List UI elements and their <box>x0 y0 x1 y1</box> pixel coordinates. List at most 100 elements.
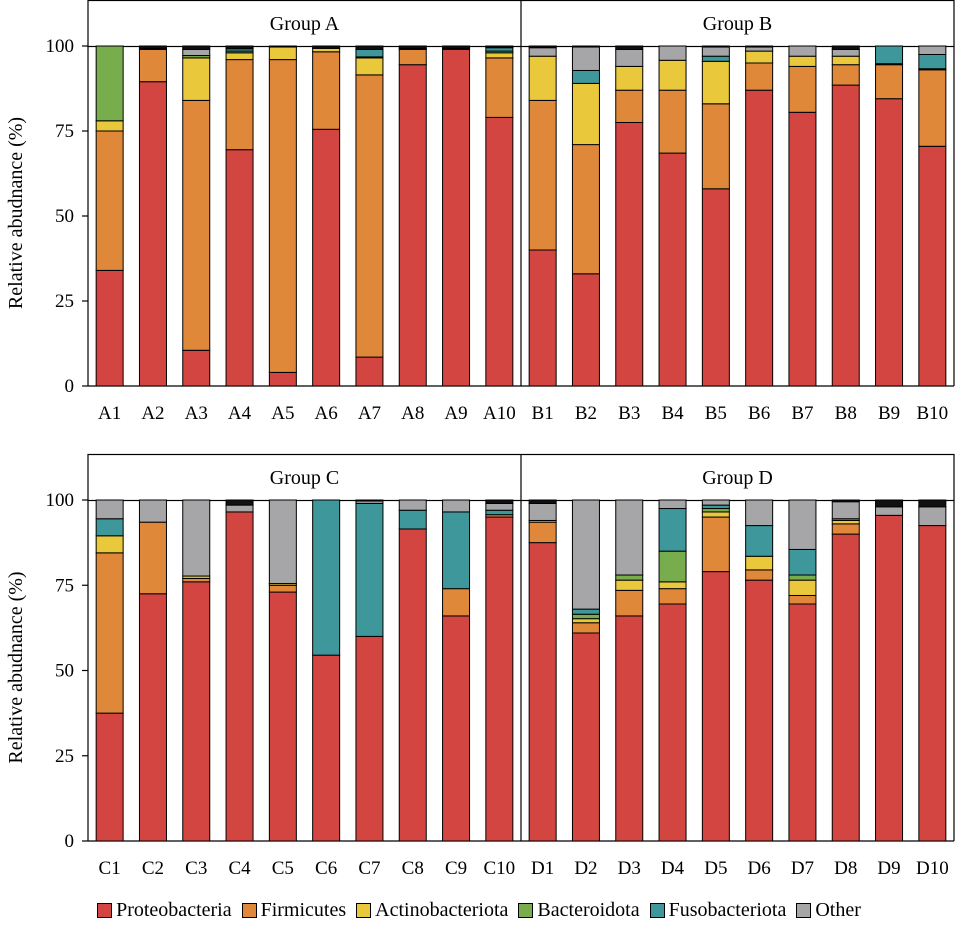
bar-segment <box>745 50 774 64</box>
bar-segment <box>138 499 167 523</box>
bar-segment <box>442 48 471 387</box>
legend-item: Proteobacteria <box>97 899 232 922</box>
bar-segment <box>182 99 211 351</box>
bar-segment <box>268 59 297 373</box>
x-tick-label: A3 <box>185 403 208 424</box>
x-tick-label: A4 <box>228 403 252 424</box>
bar-segment <box>138 81 167 387</box>
bar-segment <box>95 535 124 554</box>
bar-segment <box>182 45 211 50</box>
bar-segment <box>398 48 427 66</box>
group-title: Group A <box>270 13 340 35</box>
bar-segment <box>355 45 384 50</box>
bar-segment <box>355 74 384 358</box>
bar-segment <box>615 574 644 581</box>
group-title: Group B <box>703 13 772 35</box>
bar-segment <box>95 130 124 271</box>
x-tick-label: C3 <box>185 858 207 879</box>
bar-segment <box>918 499 947 508</box>
bar-segment <box>442 499 471 513</box>
bar-segment <box>788 574 817 581</box>
bar-segment <box>701 60 730 105</box>
bar-segment <box>701 504 730 510</box>
bar-segment <box>658 152 687 387</box>
bar-segment <box>225 499 254 506</box>
bar-segment <box>528 249 557 387</box>
bar-segment <box>658 59 687 91</box>
x-tick-label: B4 <box>661 403 684 424</box>
legend-label: Firmicutes <box>260 898 347 921</box>
bar-segment <box>528 55 557 101</box>
bar-segment <box>615 48 644 67</box>
bar-segment <box>701 103 730 190</box>
bar-segment <box>442 588 471 617</box>
x-tick-label: A5 <box>271 403 294 424</box>
bar-segment <box>571 613 600 620</box>
bar-segment <box>701 45 730 48</box>
bar-segment <box>658 581 687 590</box>
bar-segment <box>831 55 860 66</box>
bar-segment <box>312 499 341 656</box>
x-tick-label: B5 <box>705 403 727 424</box>
legend-label: Bacteroidota <box>537 898 640 921</box>
bar-segment <box>442 45 471 49</box>
y-tick-label: 75 <box>55 121 74 142</box>
x-tick-label: C10 <box>484 858 516 879</box>
bar-segment <box>355 356 384 387</box>
bar-segment <box>268 591 297 842</box>
x-tick-label: C2 <box>142 858 164 879</box>
x-tick-label: C1 <box>99 858 121 879</box>
bar-segment <box>831 64 860 86</box>
bar-segment <box>182 577 211 583</box>
bar-segment <box>831 523 860 535</box>
bar-segment <box>182 48 211 57</box>
x-tick-label: A7 <box>358 403 381 424</box>
y-tick-label: 50 <box>55 661 74 682</box>
bar-segment <box>571 608 600 615</box>
bar-segment <box>571 499 600 610</box>
legend-item: Fusobacteriota <box>649 899 786 922</box>
bar-segment <box>398 45 427 49</box>
bar-segment <box>875 45 904 65</box>
x-tick-label: C6 <box>315 858 337 879</box>
bar-segment <box>182 57 211 101</box>
x-tick-label: B1 <box>532 403 554 424</box>
x-tick-label: D3 <box>618 858 641 879</box>
bar-segment <box>225 45 254 50</box>
bar-segment <box>615 579 644 591</box>
bar-segment <box>528 521 557 544</box>
bar-segment <box>658 499 687 510</box>
bar-segment <box>571 144 600 275</box>
bar-segment <box>788 603 817 842</box>
bar-segment <box>788 499 817 550</box>
bar-segment <box>745 45 774 48</box>
bar-segment <box>918 54 947 70</box>
bar-segment <box>745 579 774 842</box>
bar-segment <box>138 45 167 49</box>
bar-segment <box>355 635 384 842</box>
bar-segment <box>268 499 297 585</box>
bar-segment <box>788 548 817 576</box>
bar-segment <box>225 52 254 61</box>
y-tick-label: 0 <box>65 376 75 397</box>
bar-segment <box>225 149 254 387</box>
bar-segment <box>268 584 297 593</box>
bar-segment <box>138 593 167 842</box>
y-tick-label: 25 <box>55 746 74 767</box>
bar-segment <box>788 111 817 387</box>
bar-segment <box>312 128 341 387</box>
legend: Proteobacteria Firmicutes Actinobacteriota… <box>0 898 958 922</box>
bar-segment <box>138 521 167 595</box>
bar-segment <box>95 518 124 537</box>
bar-segment <box>485 509 514 516</box>
bar-segment <box>398 509 427 530</box>
bar-segment <box>875 98 904 387</box>
bar-segment <box>615 589 644 617</box>
x-tick-label: D2 <box>574 858 597 879</box>
legend-swatch <box>518 902 534 918</box>
y-tick-label: 75 <box>55 575 74 596</box>
bar-segment <box>831 499 860 503</box>
x-tick-label: D10 <box>916 858 949 879</box>
bar-segment <box>225 504 254 513</box>
bar-segment <box>571 632 600 842</box>
